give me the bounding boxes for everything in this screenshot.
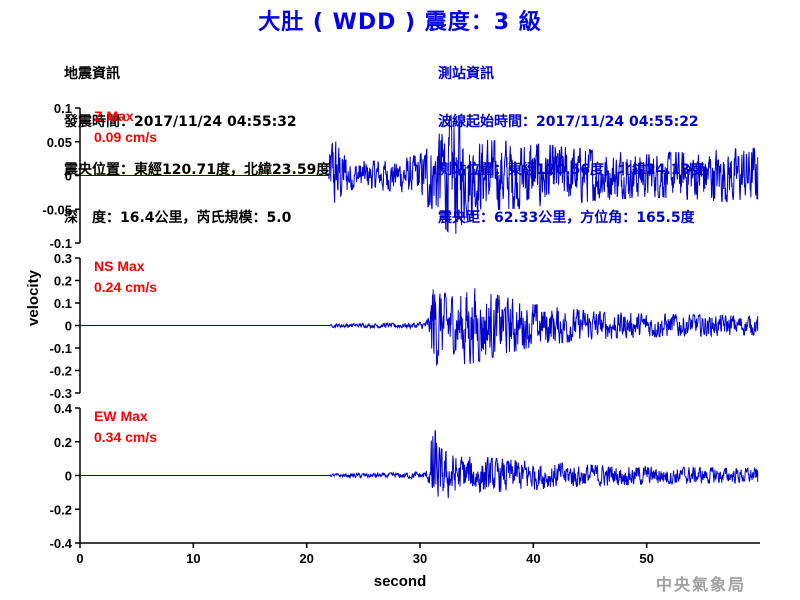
y-tick-label: -0.05 <box>42 202 72 217</box>
epicenter-location: 震央位置：東經120.71度，北緯23.59度 <box>64 162 331 178</box>
x-tick-label: 10 <box>186 551 200 566</box>
y-axis-title: velocity <box>25 269 42 326</box>
distance-azimuth: 震央距：62.33公里，方位角：165.5度 <box>438 210 695 226</box>
y-tick-label: -0.2 <box>50 364 72 379</box>
station-info-header: 測站資訊 <box>438 66 494 82</box>
y-tick-label: 0.4 <box>54 401 73 416</box>
max-label-ns: NS Max <box>94 258 145 274</box>
chart-title: 大肚 ( WDD ) 震度：3 級 <box>258 10 542 35</box>
y-tick-label: -0.1 <box>50 236 72 251</box>
depth-magnitude: 深 度：16.4公里，芮氏規模：5.0 <box>64 210 292 226</box>
y-tick-label: 0 <box>65 169 72 184</box>
y-tick-label: 0.1 <box>54 296 72 311</box>
max-value-ns: 0.24 cm/s <box>94 279 157 295</box>
y-tick-label: 0.3 <box>54 251 72 266</box>
waveform-ns <box>80 288 759 366</box>
y-tick-label: 0 <box>65 469 72 484</box>
waveform-z <box>80 114 759 234</box>
x-tick-label: 0 <box>76 551 83 566</box>
max-label-z: Z Max <box>94 108 134 124</box>
max-label-ew: EW Max <box>94 408 148 424</box>
y-tick-label: -0.4 <box>50 536 73 551</box>
x-tick-label: 40 <box>526 551 540 566</box>
waveform-ew <box>80 430 759 499</box>
y-tick-label: 0.05 <box>47 135 72 150</box>
earthquake-info-header: 地震資訊 <box>64 66 120 82</box>
x-tick-label: 20 <box>299 551 313 566</box>
wave-start-time: 波線起始時間：2017/11/24 04:55:22 <box>438 114 699 130</box>
earthquake-info: 地震資訊 發震時間：2017/11/24 04:55:32 震央位置：東經120… <box>64 34 330 242</box>
y-tick-label: 0 <box>65 319 72 334</box>
y-tick-label: -0.3 <box>50 386 72 401</box>
max-value-z: 0.09 cm/s <box>94 129 157 145</box>
origin-time: 發震時間：2017/11/24 04:55:32 <box>64 114 297 130</box>
agency-watermark: 中央氣象局 <box>655 575 746 594</box>
x-axis-title: second <box>374 573 427 590</box>
y-tick-label: 0.1 <box>54 101 72 116</box>
y-tick-label: 0.2 <box>54 274 72 289</box>
x-tick-label: 30 <box>413 551 427 566</box>
y-tick-label: 0.2 <box>54 435 72 450</box>
max-value-ew: 0.34 cm/s <box>94 429 157 445</box>
x-tick-label: 50 <box>639 551 653 566</box>
y-tick-label: -0.2 <box>50 502 72 517</box>
y-tick-label: -0.1 <box>50 341 72 356</box>
